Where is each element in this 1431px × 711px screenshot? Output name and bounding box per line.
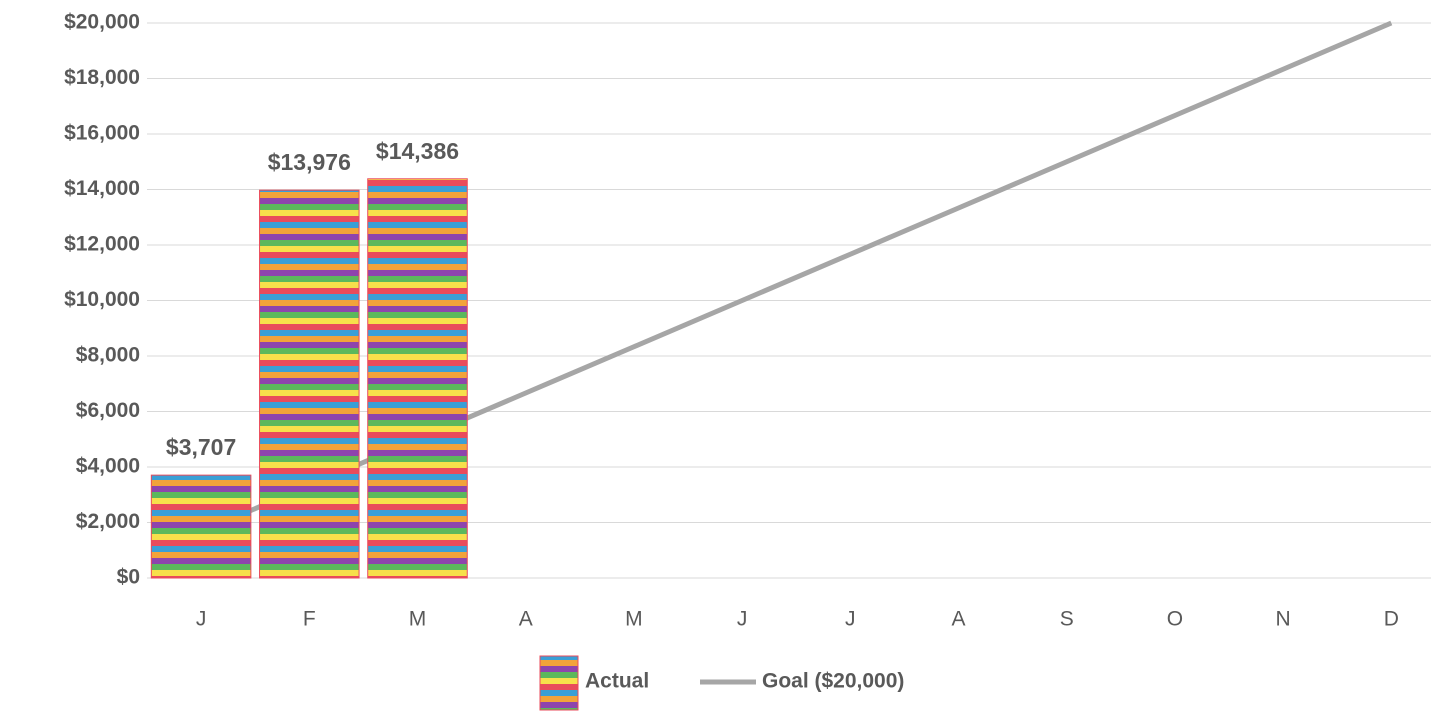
x-tick-label: J [737,608,748,631]
value-label: $14,386 [376,138,459,164]
x-tick-label: O [1167,608,1183,631]
x-tick-label: F [303,608,316,631]
y-tick-label: $12,000 [64,233,140,256]
y-tick-label: $2,000 [76,510,140,533]
y-tick-label: $16,000 [64,122,140,145]
x-tick-label: A [519,608,533,631]
x-tick-label: M [409,608,427,631]
x-tick-label: J [845,608,856,631]
legend-label: Goal ($20,000) [762,670,904,693]
legend-swatch [539,655,579,711]
y-tick-label: $4,000 [76,455,140,478]
x-tick-label: A [951,608,965,631]
y-tick-label: $6,000 [76,399,140,422]
y-tick-label: $0 [117,566,140,589]
y-tick-label: $14,000 [64,177,140,200]
x-tick-label: S [1060,608,1074,631]
legend-label: Actual [585,670,649,693]
y-tick-label: $18,000 [64,66,140,89]
bar [367,178,468,579]
bar [259,189,360,579]
x-tick-label: N [1276,608,1291,631]
y-tick-label: $10,000 [64,288,140,311]
x-tick-label: M [625,608,643,631]
value-label: $13,976 [268,149,351,175]
x-tick-label: D [1384,608,1399,631]
y-tick-label: $20,000 [64,11,140,34]
x-tick-label: J [196,608,207,631]
bar [150,474,252,579]
value-label: $3,707 [166,434,236,460]
y-tick-label: $8,000 [76,344,140,367]
